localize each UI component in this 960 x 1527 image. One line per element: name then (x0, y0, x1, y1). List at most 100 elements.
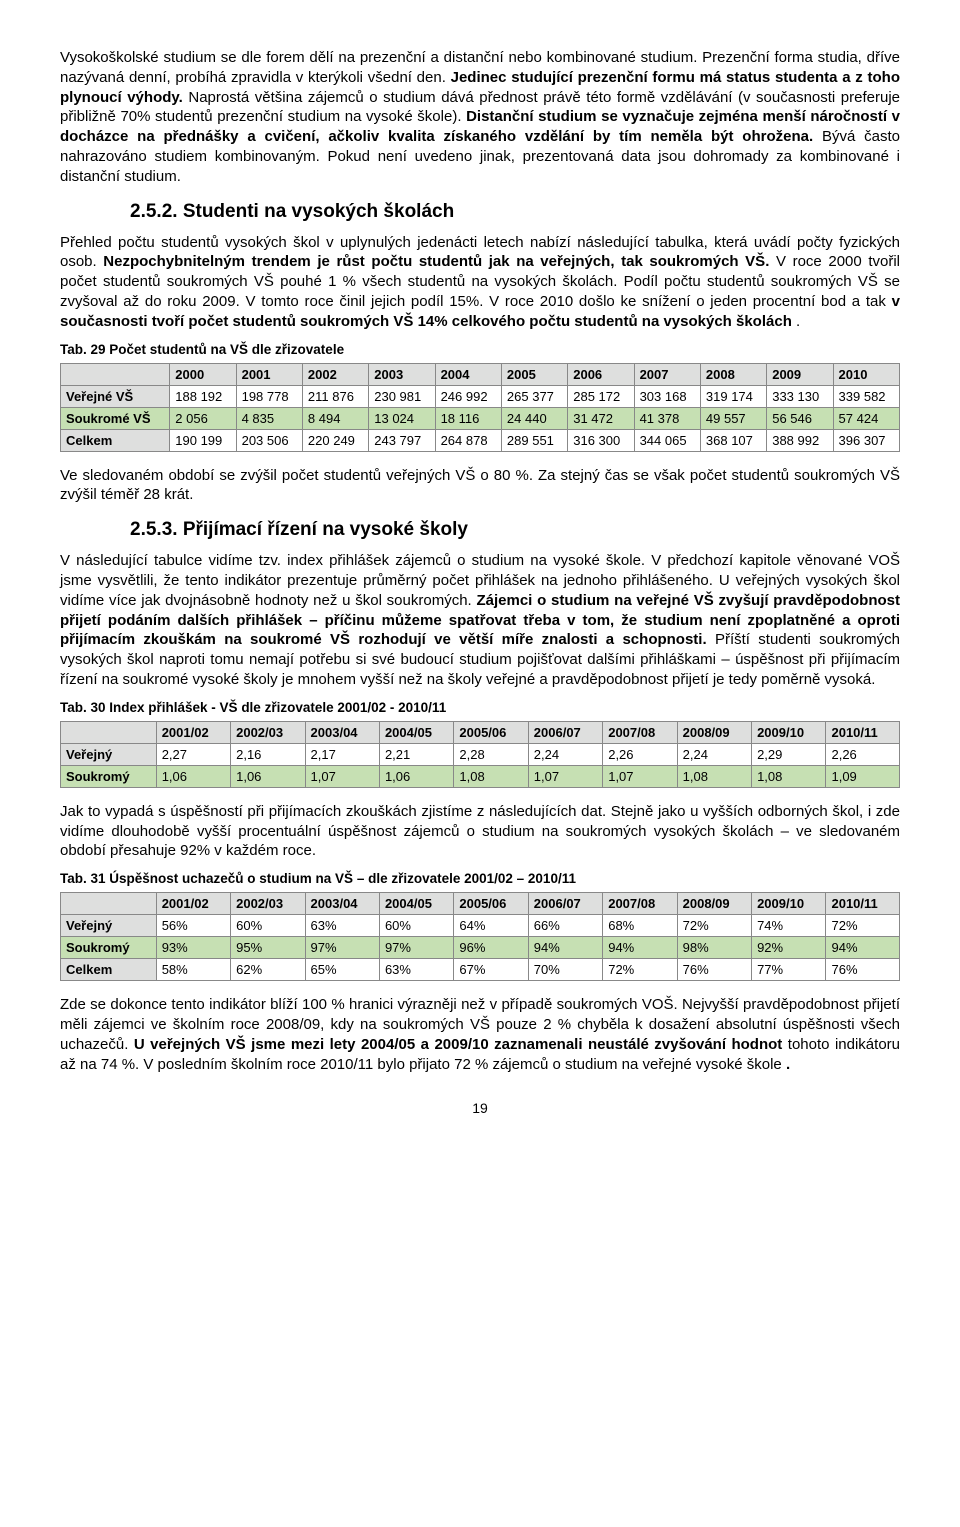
table-cell: 339 582 (833, 385, 899, 407)
table-cell: 8 494 (302, 407, 368, 429)
table-cell: 2,26 (826, 743, 900, 765)
table-header-cell: 2005/06 (454, 893, 528, 915)
table-cell: 1,06 (231, 765, 305, 787)
table-cell: 74% (752, 915, 826, 937)
table-cell: 2,21 (379, 743, 453, 765)
table-cell: 264 878 (435, 429, 501, 451)
table-cell: 246 992 (435, 385, 501, 407)
table-cell: 60% (379, 915, 453, 937)
table-cell: 63% (305, 915, 379, 937)
table-row-label: Veřejný (61, 743, 157, 765)
table-cell: 203 506 (236, 429, 302, 451)
table-cell: 66% (528, 915, 602, 937)
table-cell: 316 300 (568, 429, 634, 451)
table-cell: 70% (528, 959, 602, 981)
table-cell: 63% (379, 959, 453, 981)
table-cell: 77% (752, 959, 826, 981)
table-header-cell (61, 721, 157, 743)
table-cell: 97% (305, 937, 379, 959)
table-header-cell: 2002/03 (231, 721, 305, 743)
table-cell: 2,24 (677, 743, 751, 765)
table-header-cell: 2009 (767, 363, 833, 385)
table-row-label: Soukromý (61, 765, 157, 787)
table-cell: 65% (305, 959, 379, 981)
table-header-cell: 2006 (568, 363, 634, 385)
paragraph-intro: Vysokoškolské studium se dle forem dělí … (60, 48, 900, 187)
paragraph-after-tab31: Zde se dokonce tento indikátor blíží 100… (60, 995, 900, 1074)
table-row-label: Celkem (61, 429, 170, 451)
table-cell: 230 981 (369, 385, 435, 407)
table-header-cell: 2004/05 (379, 721, 453, 743)
table-cell: 67% (454, 959, 528, 981)
table-cell: 265 377 (501, 385, 567, 407)
table-header-cell: 2001/02 (156, 893, 230, 915)
table-cell: 1,06 (379, 765, 453, 787)
table-header-cell: 2003/04 (305, 721, 379, 743)
table-cell: 93% (156, 937, 230, 959)
table-cell: 56 546 (767, 407, 833, 429)
table-cell: 76% (826, 959, 900, 981)
table-row: Celkem190 199203 506220 249243 797264 87… (61, 429, 900, 451)
table-header-cell: 2002/03 (231, 893, 305, 915)
table-cell: 1,07 (305, 765, 379, 787)
table-cell: 388 992 (767, 429, 833, 451)
table-header-cell: 2007 (634, 363, 700, 385)
table-cell: 289 551 (501, 429, 567, 451)
table-29: 2000200120022003200420052006200720082009… (60, 363, 900, 452)
table-header-cell: 2009/10 (752, 721, 826, 743)
table-cell: 92% (752, 937, 826, 959)
table-header-cell: 2006/07 (528, 721, 602, 743)
table-cell: 344 065 (634, 429, 700, 451)
table-cell: 243 797 (369, 429, 435, 451)
page-number: 19 (60, 1100, 900, 1116)
table-header-cell: 2000 (170, 363, 236, 385)
paragraph-after-tab29: Ve sledovaném období se zvýšil počet stu… (60, 466, 900, 506)
table-row: Veřejný2,272,162,172,212,282,242,262,242… (61, 743, 900, 765)
table-cell: 2,29 (752, 743, 826, 765)
table-header-cell: 2004 (435, 363, 501, 385)
table-header-cell: 2003 (369, 363, 435, 385)
table-row: Soukromý93%95%97%97%96%94%94%98%92%94% (61, 937, 900, 959)
table-cell: 31 472 (568, 407, 634, 429)
table-cell: 2,27 (156, 743, 230, 765)
text-bold: U veřejných VŠ jsme mezi lety 2004/05 a … (134, 1036, 782, 1053)
table-31: 2001/022002/032003/042004/052005/062006/… (60, 892, 900, 981)
heading-252: 2.5.2. Studenti na vysokých školách (130, 201, 900, 223)
table-cell: 76% (677, 959, 751, 981)
table-row-label: Celkem (61, 959, 157, 981)
table-header-cell (61, 893, 157, 915)
table-cell: 1,09 (826, 765, 900, 787)
paragraph-252: Přehled počtu studentů vysokých škol v u… (60, 233, 900, 332)
table-header-cell: 2005/06 (454, 721, 528, 743)
table-row: Celkem58%62%65%63%67%70%72%76%77%76% (61, 959, 900, 981)
table-cell: 2,26 (603, 743, 677, 765)
table-cell: 2 056 (170, 407, 236, 429)
heading-253: 2.5.3. Přijímací řízení na vysoké školy (130, 519, 900, 541)
table-cell: 188 192 (170, 385, 236, 407)
table-cell: 1,06 (156, 765, 230, 787)
table-cell: 285 172 (568, 385, 634, 407)
text: . (796, 313, 800, 330)
table-cell: 41 378 (634, 407, 700, 429)
table-cell: 96% (454, 937, 528, 959)
table-cell: 1,08 (752, 765, 826, 787)
table-cell: 396 307 (833, 429, 899, 451)
table-row-label: Veřejné VŠ (61, 385, 170, 407)
table-header-cell: 2010/11 (826, 721, 900, 743)
table-cell: 64% (454, 915, 528, 937)
table-row-label: Soukromé VŠ (61, 407, 170, 429)
table-cell: 303 168 (634, 385, 700, 407)
table-cell: 1,07 (528, 765, 602, 787)
paragraph-after-tab30: Jak to vypadá s úspěšností při přijímací… (60, 802, 900, 861)
table-row-label: Soukromý (61, 937, 157, 959)
table-header-cell: 2004/05 (379, 893, 453, 915)
table-cell: 18 116 (435, 407, 501, 429)
page: Vysokoškolské studium se dle forem dělí … (0, 0, 960, 1146)
table-cell: 2,17 (305, 743, 379, 765)
table-cell: 368 107 (700, 429, 766, 451)
table-header-cell: 2001/02 (156, 721, 230, 743)
table-cell: 95% (231, 937, 305, 959)
text-bold: . (786, 1056, 790, 1073)
table-header-cell: 2010 (833, 363, 899, 385)
table-header-cell (61, 363, 170, 385)
